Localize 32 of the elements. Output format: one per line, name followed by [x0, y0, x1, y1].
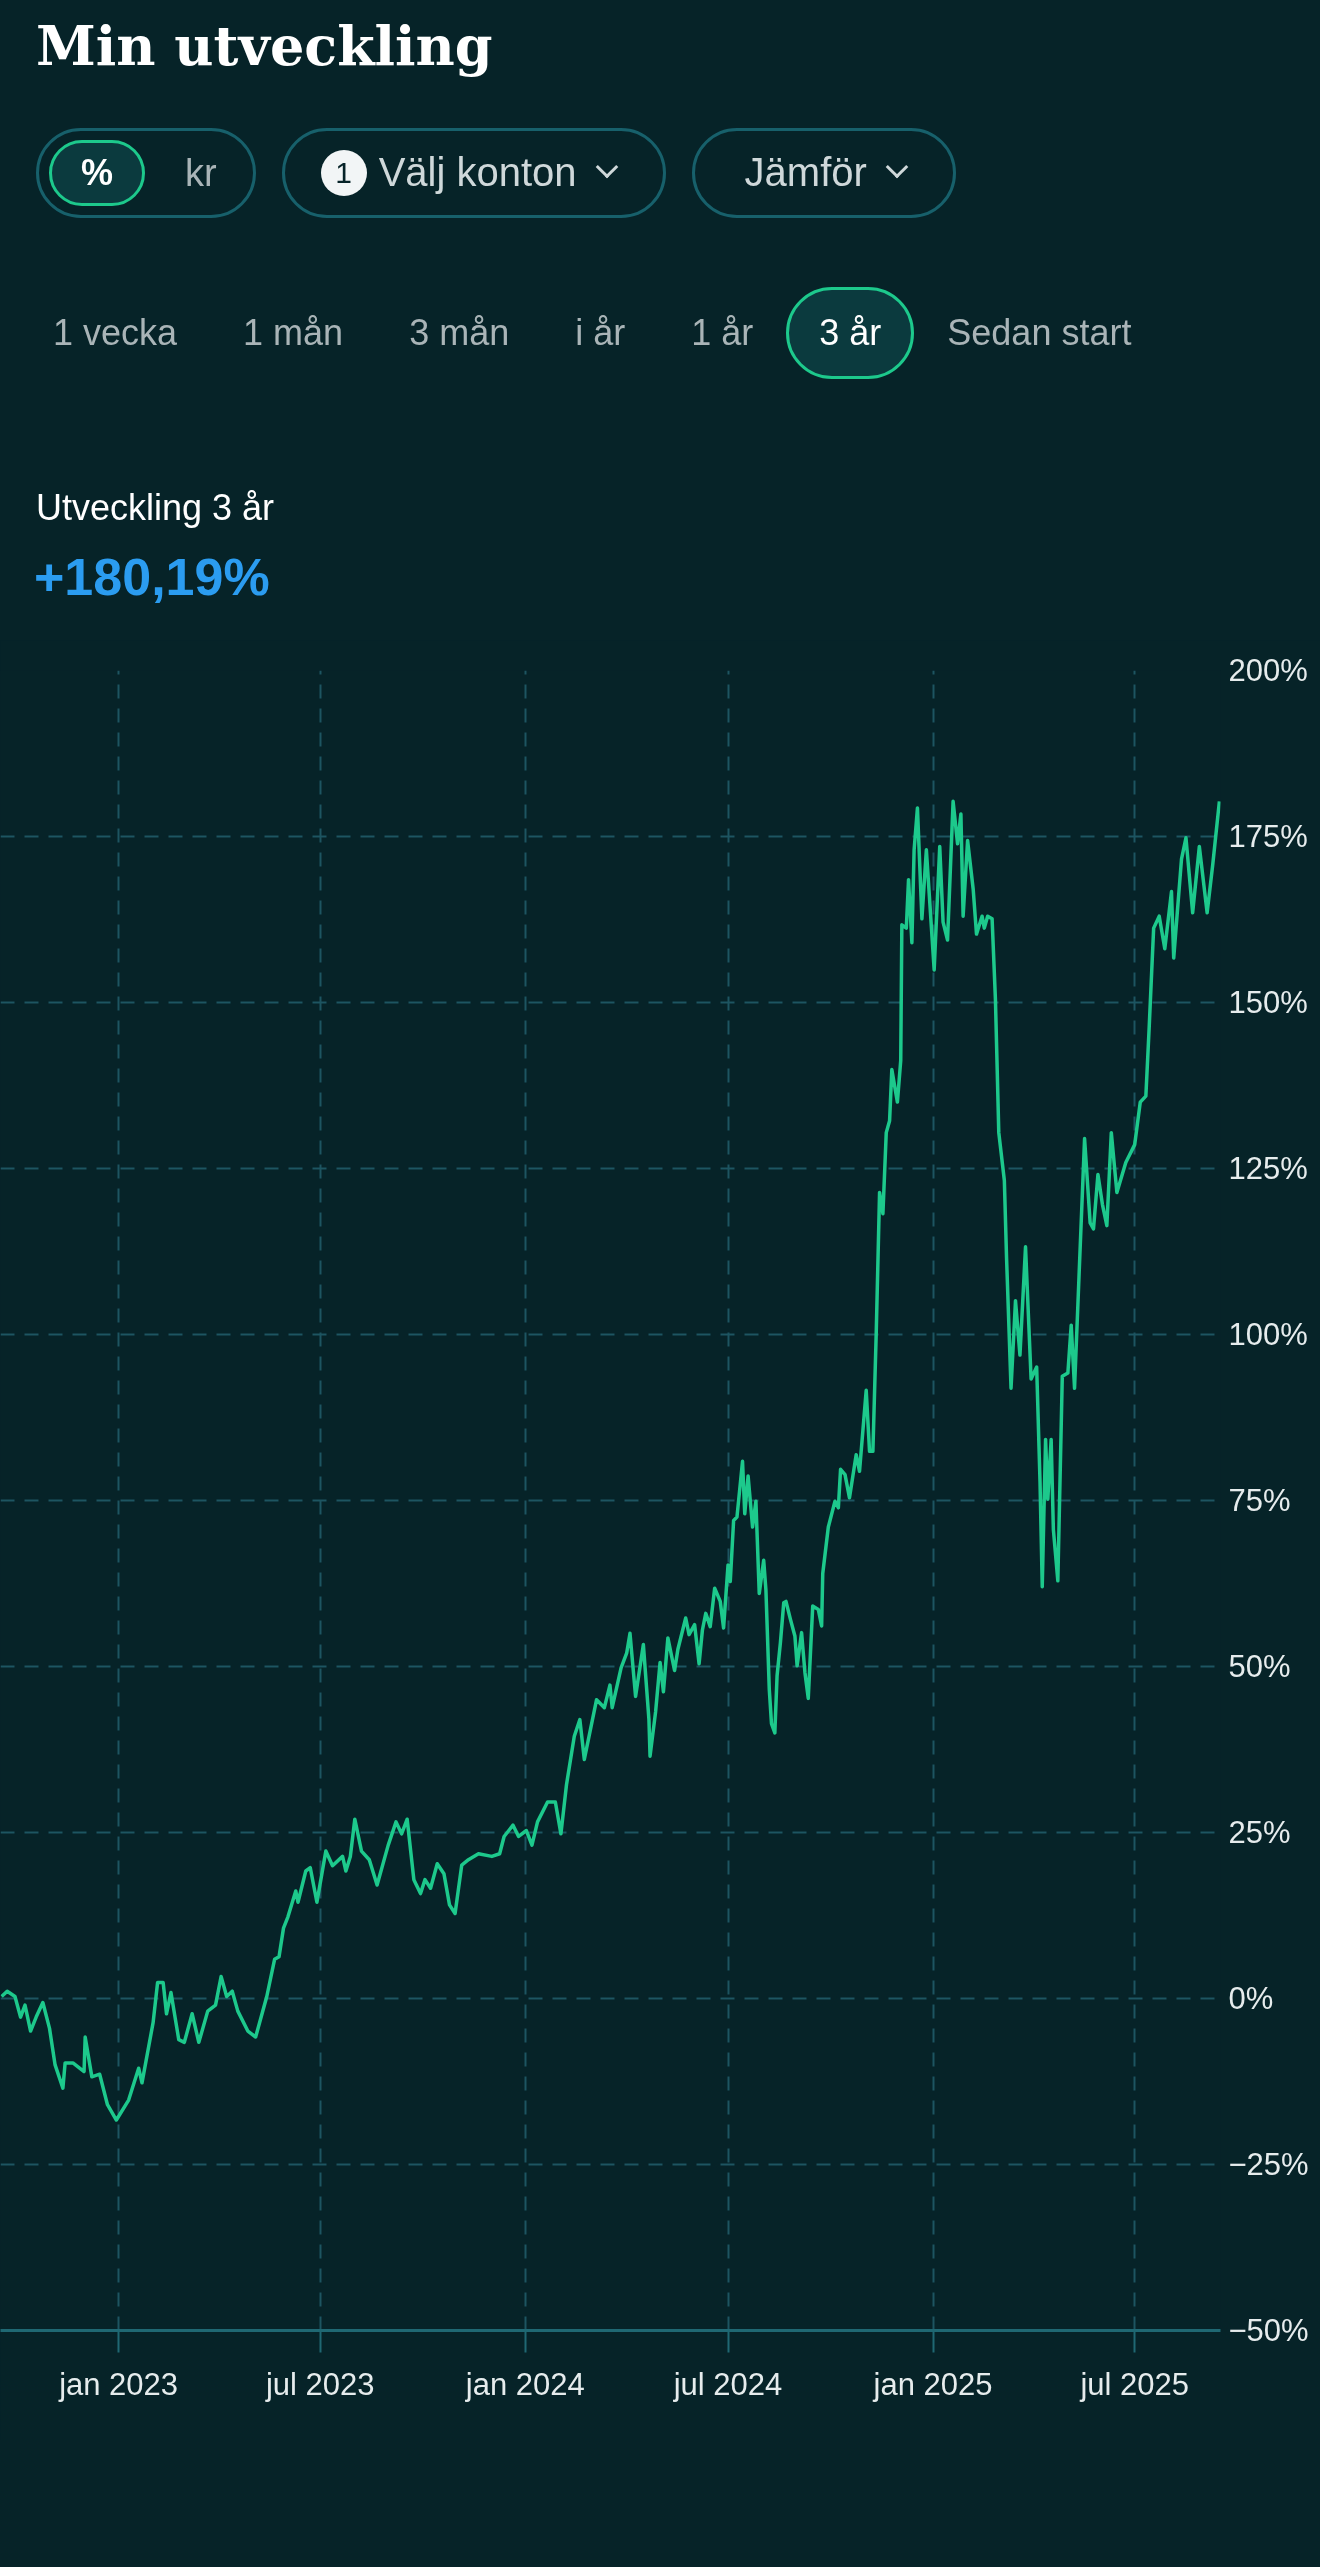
y-tick-label: 50%	[1228, 1649, 1291, 1684]
text: 1 mån	[242, 311, 345, 356]
y-tick-label: 100%	[1228, 1317, 1308, 1352]
y-tick-label: 200%	[1228, 653, 1308, 688]
text: 3 år	[786, 287, 915, 379]
text: 3 mån	[408, 311, 511, 356]
text: Välj konton	[378, 149, 577, 197]
text: i år	[574, 311, 627, 356]
x-tick-label: jul 2025	[1079, 2366, 1190, 2402]
y-tick-label: 75%	[1228, 1483, 1291, 1518]
x-tick-label: jan 2025	[872, 2366, 993, 2402]
text: 1 år	[690, 311, 755, 356]
chart-title: Min utveckling	[36, 13, 493, 80]
y-tick-label: 150%	[1228, 985, 1308, 1020]
text: kr	[185, 150, 217, 196]
text: %	[49, 140, 145, 206]
x-tick-label: jan 2023	[58, 2366, 179, 2402]
chart-subtitle: Utveckling 3 år	[36, 486, 275, 530]
text: 1 vecka	[52, 311, 179, 356]
y-tick-label: 0%	[1228, 1981, 1274, 2016]
y-tick-label: −25%	[1228, 2147, 1309, 2182]
text: +180,19%	[34, 547, 270, 608]
x-tick-label: jul 2023	[264, 2366, 375, 2402]
x-tick-label: jul 2024	[672, 2366, 783, 2402]
y-tick-label: 125%	[1228, 1151, 1308, 1186]
y-tick-label: −50%	[1228, 2313, 1309, 2348]
y-tick-label: 25%	[1228, 1815, 1291, 1850]
text: Sedan start	[946, 311, 1133, 356]
text: Jämför	[744, 149, 867, 197]
x-tick-label: jan 2024	[464, 2366, 585, 2402]
text: 1	[320, 150, 367, 196]
y-tick-label: 175%	[1228, 819, 1308, 854]
